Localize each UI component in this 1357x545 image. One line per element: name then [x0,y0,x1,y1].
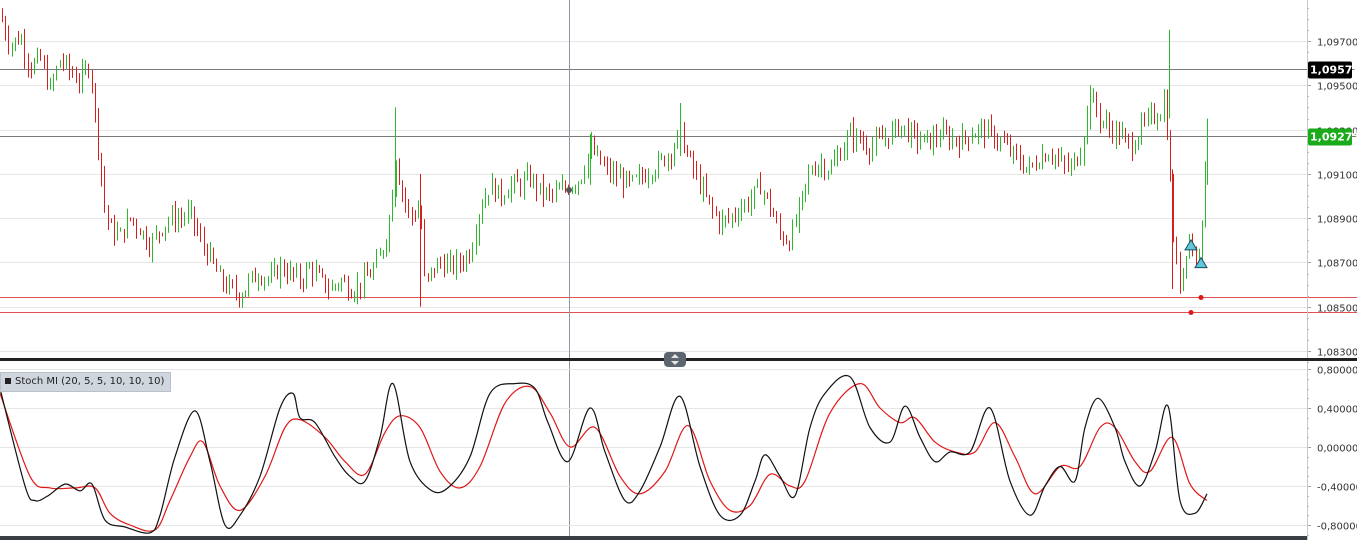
indicator-legend-label: Stoch MI (20, 5, 5, 10, 10, 10) [15,376,165,387]
indicator-grid [0,369,1307,526]
price-tick-label: 1,08700 [1317,259,1357,270]
indicator-tick-label: -0,40000 [1317,483,1357,494]
price-tick-label: 1,08300 [1317,348,1357,359]
price-tick-label: 1,08500 [1317,304,1357,315]
legend-square-icon [5,378,11,384]
price-tick-label: 1,09700 [1317,38,1357,49]
resize-arrows-icon [671,354,679,365]
indicator-axis[interactable]: 0,80000 0,40000 0,00000 -0,40000 -0,80000 [1307,366,1357,536]
bottom-scroll-strip[interactable] [0,536,1307,540]
stoch-main-line [0,374,1208,534]
price-tick-label: 1,08900 [1317,215,1357,226]
price-horizontal-lines [0,69,1357,315]
indicator-tick-label: 0,00000 [1317,444,1357,455]
triangle-up-marker[interactable] [1184,238,1198,251]
crosshair-dot [566,187,572,193]
price-tags: 1,09573 1,09272 [1308,61,1357,146]
price-tick-label: 1,09100 [1317,171,1357,182]
indicator-tick-label: 0,80000 [1317,366,1357,377]
price-level-tag [1308,61,1352,79]
price-markers [1184,238,1208,269]
candlestick-series [2,8,1208,308]
indicator-legend[interactable]: Stoch MI (20, 5, 5, 10, 10, 10) [0,372,172,392]
price-grid [0,41,1307,352]
stoch-signal-line [0,383,1208,532]
level-anchor-dot[interactable] [1198,295,1204,300]
panel-resize-handle[interactable] [664,352,686,367]
indicator-tick-label: -0,80000 [1317,522,1357,533]
price-level-tag-label: 1,09573 [1310,64,1357,77]
price-level-tag-label: 1,09272 [1310,131,1357,144]
triangle-up-marker[interactable] [1194,256,1208,269]
indicator-tick-label: 0,40000 [1317,405,1357,416]
price-tick-label: 1,09500 [1317,82,1357,93]
level-anchor-dot[interactable] [1188,310,1194,315]
price-level-tag [1308,128,1352,146]
